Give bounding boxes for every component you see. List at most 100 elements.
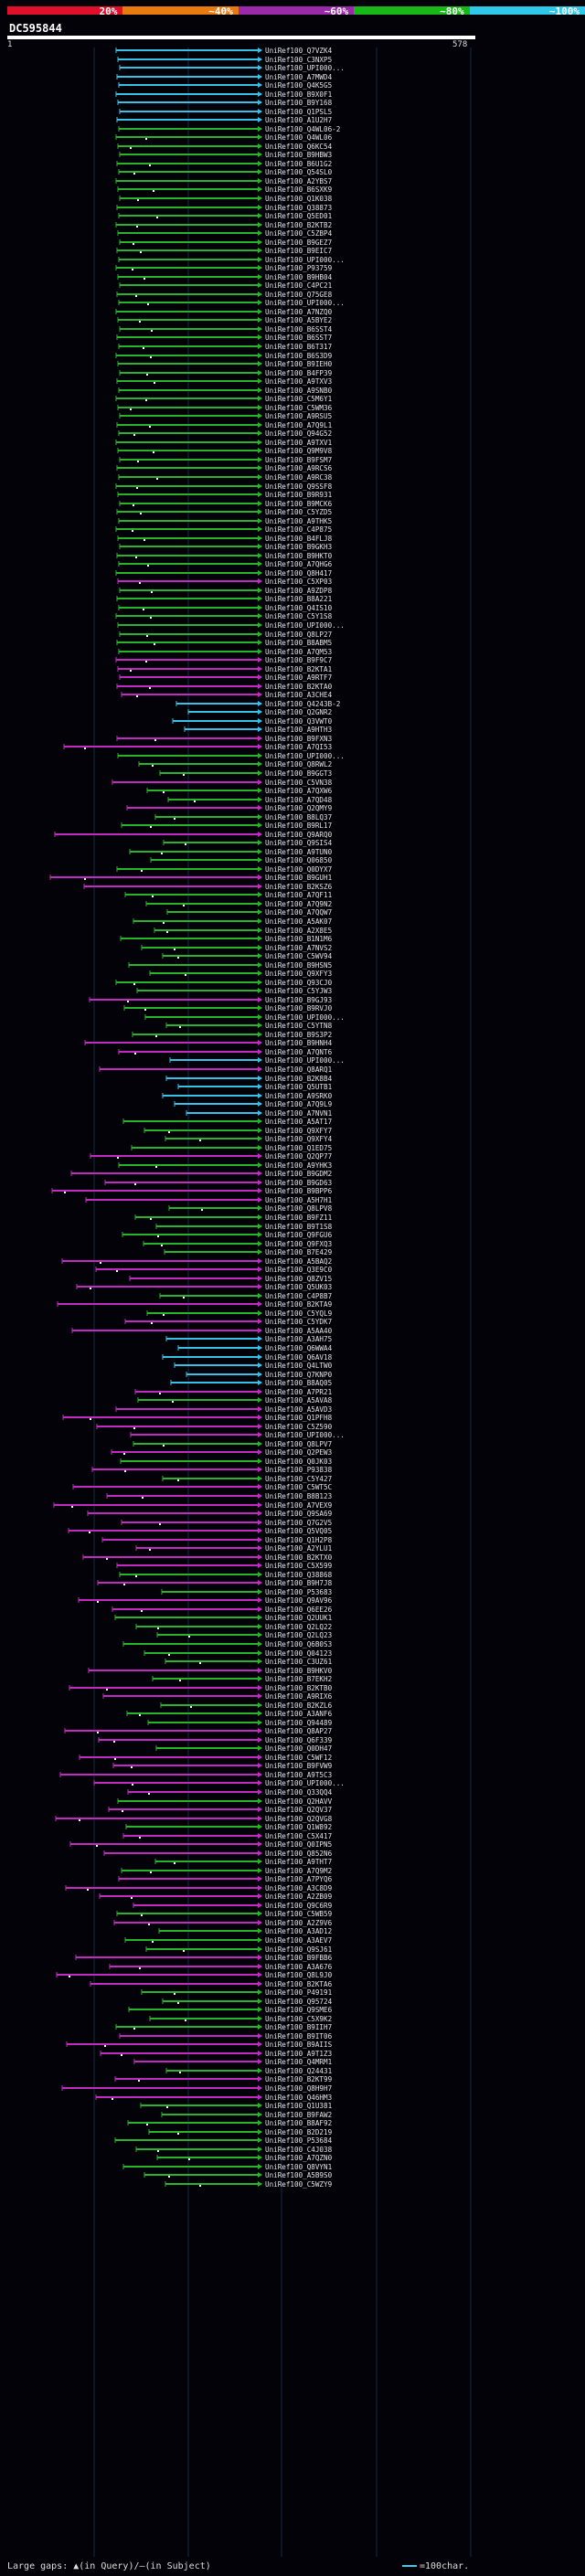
hit-row[interactable]: UniRef100_A3AEV7 <box>124 1936 332 1945</box>
hit-label[interactable]: UniRef100_B9F9C7 <box>265 656 332 664</box>
hit-row[interactable]: UniRef100_Q2LQ23 <box>156 1631 332 1639</box>
hit-row[interactable]: UniRef100_B9X0F1 <box>115 90 333 99</box>
hit-label[interactable]: UniRef100_A7QZN0 <box>265 2154 333 2162</box>
hit-label[interactable]: UniRef100_B2KT99 <box>265 2075 333 2083</box>
hit-label[interactable]: UniRef100_C5VN38 <box>265 779 333 787</box>
hit-label[interactable]: UniRef100_A2Z9V6 <box>265 1919 333 1927</box>
hit-label[interactable]: UniRef100_B9R931 <box>265 491 333 499</box>
hit-row[interactable]: UniRef100_A5BAQ2 <box>61 1257 332 1266</box>
hit-row[interactable]: UniRef100_C5YDK7 <box>124 1318 332 1326</box>
hit-label[interactable]: UniRef100_Q2QP77 <box>265 1152 332 1161</box>
hit-row[interactable]: UniRef100_A9ZDP8 <box>119 587 333 595</box>
hit-label[interactable]: UniRef100_P53683 <box>265 1588 332 1596</box>
hit-label[interactable]: UniRef100_Q5UK03 <box>265 1283 332 1291</box>
hit-row[interactable]: UniRef100_C5VN38 <box>112 779 333 787</box>
hit-label[interactable]: UniRef100_A7Q9M2 <box>265 1867 332 1875</box>
hit-row[interactable]: UniRef100_Q7G2V5 <box>121 1519 332 1527</box>
hit-label[interactable]: UniRef100_Q5ED01 <box>265 212 333 220</box>
hit-label[interactable]: UniRef100_B9FVW9 <box>265 1762 333 1770</box>
hit-label[interactable]: UniRef100_Q1K038 <box>265 195 333 203</box>
hit-label[interactable]: UniRef100_Q2LQ23 <box>265 1631 332 1639</box>
hit-row[interactable]: UniRef100_C5X417 <box>122 1832 332 1840</box>
hit-label[interactable]: UniRef100_Q9SA69 <box>265 1510 333 1518</box>
hit-label[interactable]: UniRef100_A3C8D9 <box>265 1884 333 1892</box>
hit-row[interactable]: UniRef100_B2D219 <box>148 2128 333 2136</box>
hit-row[interactable]: UniRef100_Q2QP77 <box>90 1152 332 1161</box>
hit-row[interactable]: UniRef100_Q94G52 <box>118 429 332 438</box>
hit-label[interactable]: UniRef100_Q4WL06-2 <box>265 125 340 133</box>
hit-label[interactable]: UniRef100_C3NXP5 <box>265 56 332 64</box>
hit-label[interactable]: UniRef100_A5AK07 <box>265 917 332 926</box>
hit-label[interactable]: UniRef100_A7MWD4 <box>265 73 333 81</box>
hit-row[interactable]: UniRef100_A2Z9V6 <box>113 1919 333 1927</box>
hit-row[interactable]: UniRef100_C3NXP5 <box>117 56 332 64</box>
hit-row[interactable]: UniRef100_Q75GE8 <box>116 291 333 299</box>
hit-label[interactable]: UniRef100_B9FAW2 <box>265 2111 332 2119</box>
hit-row[interactable]: UniRef100_B2K8B4 <box>165 1075 333 1083</box>
hit-label[interactable]: UniRef100_A3AEV7 <box>265 1936 332 1945</box>
hit-label[interactable]: UniRef100_C5X417 <box>265 1832 332 1840</box>
hit-row[interactable]: UniRef100_A7NVN1 <box>186 1109 333 1118</box>
hit-label[interactable]: UniRef100_A7QQW7 <box>265 908 332 917</box>
hit-row[interactable]: UniRef100_A7QM53 <box>118 648 332 656</box>
hit-label[interactable]: UniRef100_UPI000... <box>265 1431 345 1439</box>
hit-row[interactable]: UniRef100_Q9AV96 <box>78 1596 333 1605</box>
hit-label[interactable]: UniRef100_B9FBB6 <box>265 1954 333 1962</box>
hit-label[interactable]: UniRef100_Q2QVG8 <box>265 1815 333 1823</box>
hit-row[interactable]: UniRef100_B4FLJ8 <box>117 535 333 543</box>
hit-row[interactable]: UniRef100_C5YTN8 <box>165 1022 333 1030</box>
hit-label[interactable]: UniRef100_Q9XFY3 <box>265 970 332 978</box>
hit-row[interactable]: UniRef100_C4P875 <box>115 525 332 534</box>
hit-row[interactable]: UniRef100_Q7VZK4 <box>115 47 333 55</box>
hit-label[interactable]: UniRef100_B9FXN3 <box>265 735 332 743</box>
hit-label[interactable]: UniRef100_A9RCS6 <box>265 464 333 472</box>
hit-label[interactable]: UniRef100_Q38873 <box>265 204 332 212</box>
hit-label[interactable]: UniRef100_A9THK5 <box>265 517 332 525</box>
hit-row[interactable]: UniRef100_A7QZN0 <box>156 2154 333 2162</box>
hit-row[interactable]: UniRef100_A9THK5 <box>118 517 332 525</box>
hit-label[interactable]: UniRef100_B9HSN5 <box>265 961 332 970</box>
hit-label[interactable]: UniRef100_P93759 <box>265 264 333 272</box>
hit-label[interactable]: UniRef100_C5ZBP4 <box>265 229 333 238</box>
hit-row[interactable]: UniRef100_P53683 <box>161 1588 332 1596</box>
hit-label[interactable]: UniRef100_Q3VWT0 <box>265 717 333 726</box>
hit-label[interactable]: UniRef100_Q2HAVV <box>265 1797 333 1806</box>
hit-label[interactable]: UniRef100_Q4K5G5 <box>265 81 332 90</box>
hit-label[interactable]: UniRef100_Q9M9V8 <box>265 447 333 455</box>
hit-row[interactable]: UniRef100_C5WB59 <box>116 1910 333 1918</box>
hit-row[interactable]: UniRef100_P49191 <box>141 1988 333 1997</box>
hit-row[interactable]: UniRef100_B6T317 <box>118 343 332 351</box>
hit-row[interactable]: UniRef100_UPI000... <box>118 299 345 307</box>
hit-label[interactable]: UniRef100_Q2QV37 <box>265 1806 332 1814</box>
hit-label[interactable]: UniRef100_B9GUH1 <box>265 874 333 882</box>
hit-row[interactable]: UniRef100_B2KTA6 <box>90 1980 333 1988</box>
hit-label[interactable]: UniRef100_B6S3D9 <box>265 352 333 360</box>
hit-row[interactable]: UniRef100_A5B9S0 <box>144 2171 333 2179</box>
hit-label[interactable]: UniRef100_Q0DYX7 <box>265 865 332 874</box>
hit-row[interactable]: UniRef100_Q6WWA4 <box>177 1344 333 1352</box>
hit-row[interactable]: UniRef100_Q9SSF8 <box>115 482 333 491</box>
hit-row[interactable]: UniRef100_B2KTA1 <box>117 665 333 673</box>
hit-row[interactable]: UniRef100_Q33QQ4 <box>127 1788 333 1797</box>
hit-label[interactable]: UniRef100_A9T5C3 <box>265 1771 332 1779</box>
hit-row[interactable]: UniRef100_Q2GNR2 <box>187 708 332 716</box>
hit-label[interactable]: UniRef100_B9FSM7 <box>265 456 332 464</box>
hit-row[interactable]: UniRef100_B9EIC7 <box>116 247 332 255</box>
hit-label[interactable]: UniRef100_Q9C6R9 <box>265 1902 333 1910</box>
hit-row[interactable]: UniRef100_A7QQW7 <box>166 908 332 917</box>
hit-row[interactable]: UniRef100_P93838 <box>91 1466 333 1474</box>
hit-label[interactable]: UniRef100_Q0JK03 <box>265 1458 332 1466</box>
hit-row[interactable]: UniRef100_B9GKH3 <box>119 543 332 551</box>
hit-row[interactable]: UniRef100_C3UZ61 <box>165 1658 333 1666</box>
hit-label[interactable]: UniRef100_A7Q9N2 <box>265 900 332 908</box>
hit-row[interactable]: UniRef100_B9FBB6 <box>75 1954 333 1962</box>
hit-label[interactable]: UniRef100_A3AH75 <box>265 1335 332 1343</box>
hit-label[interactable]: UniRef100_Q6B0S3 <box>265 1640 332 1648</box>
hit-label[interactable]: UniRef100_B6SST4 <box>265 325 333 334</box>
hit-row[interactable]: UniRef100_P93759 <box>115 264 333 272</box>
hit-row[interactable]: UniRef100_A7PYQ6 <box>118 1875 333 1883</box>
hit-label[interactable]: UniRef100_A9RIX6 <box>265 1692 333 1701</box>
hit-label[interactable]: UniRef100_A9HTH3 <box>265 726 332 734</box>
hit-label[interactable]: UniRef100_B9GEZ7 <box>265 239 332 247</box>
hit-label[interactable]: UniRef100_A9SRK0 <box>265 1092 333 1100</box>
